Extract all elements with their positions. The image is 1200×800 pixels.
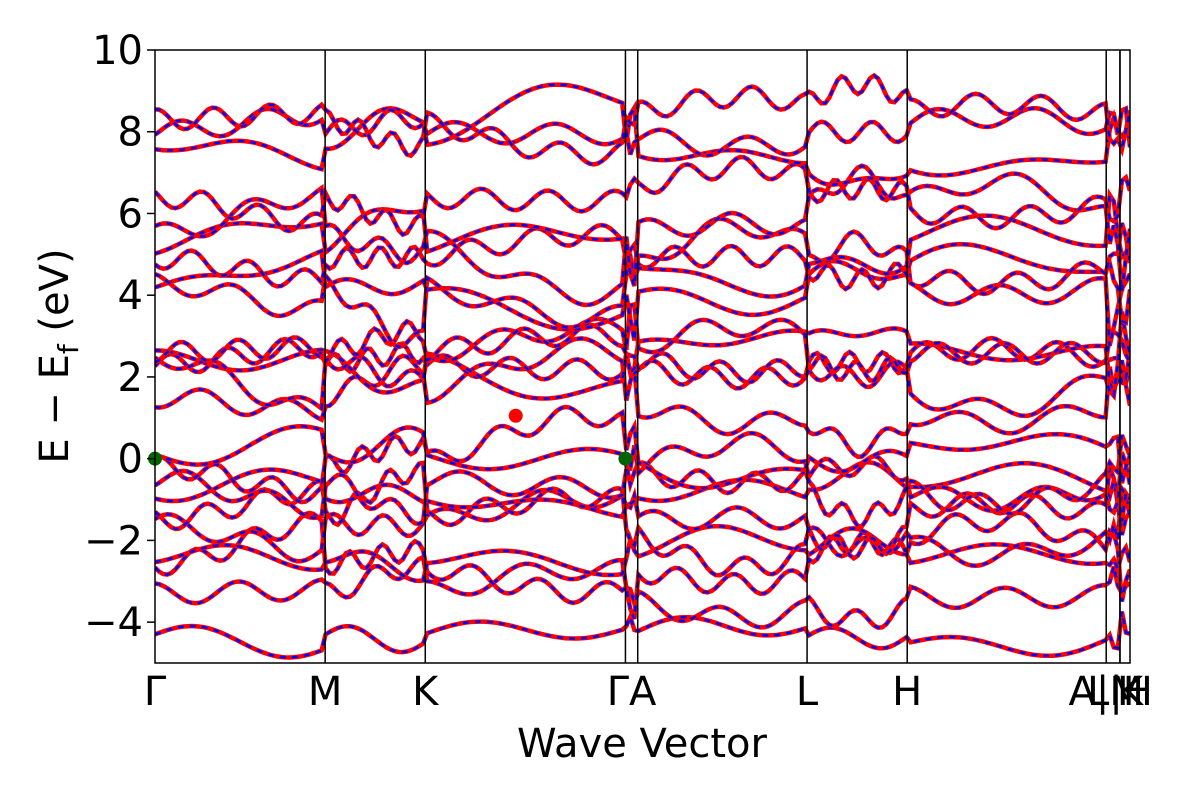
- y-axis-label-unit: (eV): [32, 248, 78, 344]
- band-line-spin-down: [155, 555, 1130, 629]
- y-tick-label: −2: [84, 518, 143, 564]
- x-tick-label: Γ: [144, 669, 167, 715]
- band-line-spin-down: [155, 217, 1130, 349]
- x-tick-label: K: [412, 669, 440, 715]
- band-line-spin-down: [155, 425, 1130, 490]
- y-tick-label: 10: [92, 28, 143, 74]
- band-line-spin-down: [155, 191, 1130, 298]
- high-symmetry-lines: [324, 50, 1121, 663]
- band-line-spin-down: [155, 327, 1130, 400]
- x-tick-label: K: [1117, 669, 1145, 715]
- band-line-spin-down: [155, 337, 1130, 459]
- band-line-spin-down: [155, 222, 1130, 296]
- extrema-markers: [148, 408, 633, 466]
- band-line-spin-down: [155, 155, 1130, 237]
- vbm-marker: [618, 451, 633, 466]
- band-line-spin-down: [155, 83, 1130, 186]
- band-line-spin-down: [155, 242, 1130, 341]
- band-line-spin-down: [155, 405, 1130, 528]
- x-axis-label: Wave Vector: [517, 721, 768, 767]
- x-tick-label: H: [892, 669, 922, 715]
- y-axis-label: E − Ef (eV): [32, 248, 85, 463]
- band-line-spin-down: [155, 319, 1130, 384]
- y-tick-label: 2: [118, 355, 143, 401]
- band-line-spin-down: [155, 611, 1130, 659]
- band-line-spin-down: [155, 461, 1130, 522]
- band-line-spin-down: [155, 302, 1130, 418]
- y-tick-label: 8: [118, 110, 143, 156]
- x-tick-label: A|M: [1069, 669, 1144, 715]
- x-tick-label: L|H: [1087, 669, 1153, 715]
- x-tick-label: ΓA: [607, 669, 657, 715]
- band-line-spin-down: [155, 73, 1130, 166]
- y-axis-label-subscript: f: [52, 343, 85, 354]
- cbm-marker: [508, 408, 523, 423]
- band-line-spin-down: [155, 524, 1130, 583]
- band-line-spin-down: [155, 107, 1130, 157]
- x-tick-label: M: [308, 669, 343, 715]
- band-line-spin-down: [155, 485, 1130, 568]
- y-tick-label: 6: [118, 191, 143, 237]
- y-ticks: −4 −2 0 2 4 6 8 10: [84, 28, 155, 646]
- y-axis-label-main: E − E: [32, 354, 78, 464]
- x-tick-label: L: [796, 669, 819, 715]
- y-tick-label: 0: [118, 437, 143, 483]
- band-line-spin-down: [155, 164, 1130, 307]
- x-ticks: Γ M K ΓA L H A|ML|HK: [144, 669, 1153, 715]
- y-tick-label: 4: [118, 273, 143, 319]
- bands-layer: [155, 72, 1130, 660]
- y-tick-label: −4: [84, 600, 143, 646]
- plot-frame: [154, 49, 1131, 664]
